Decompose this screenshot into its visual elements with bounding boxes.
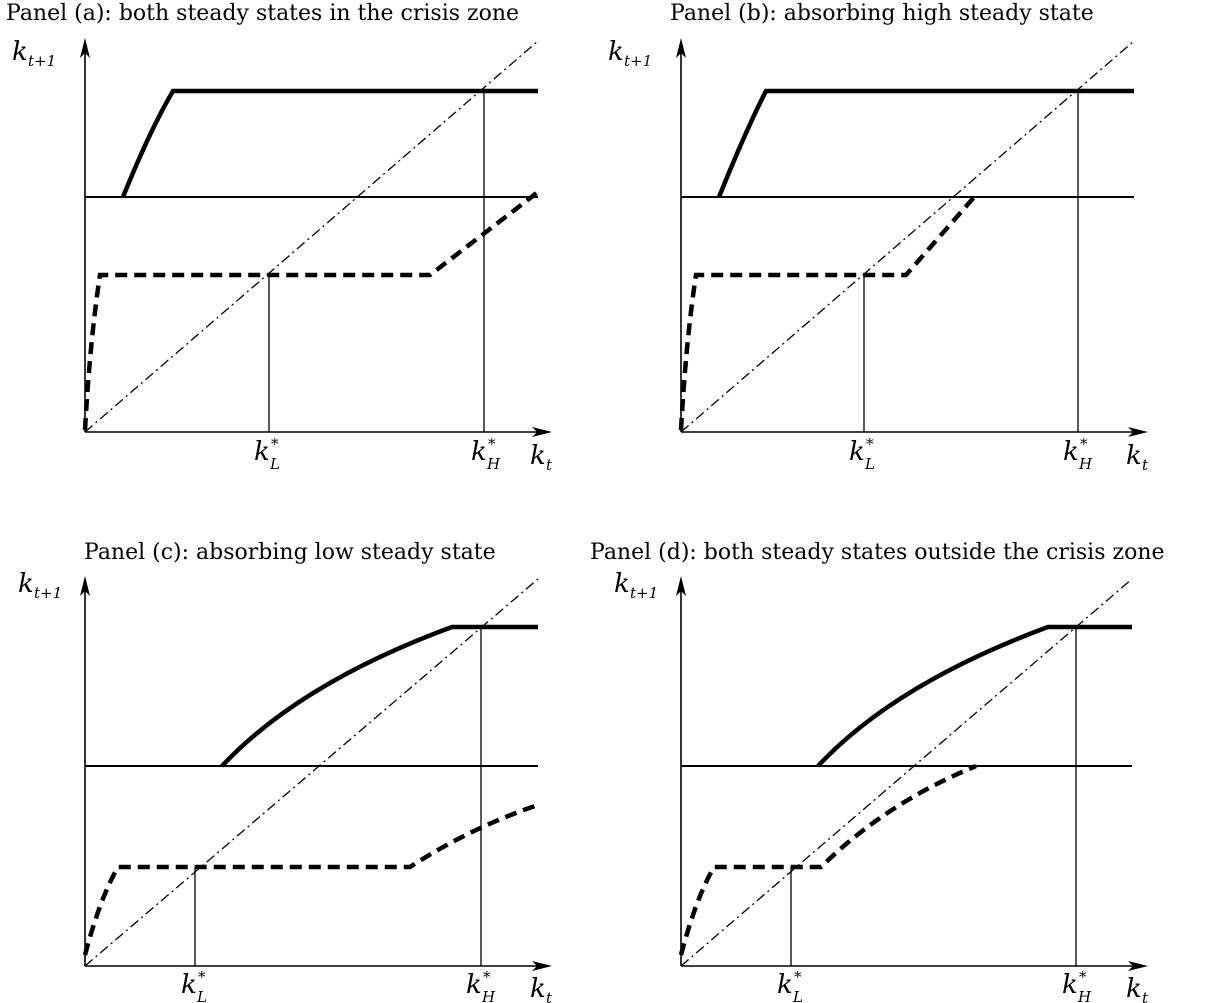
panel-c-title: Panel (c): absorbing low steady state — [84, 540, 496, 565]
panel-b-x-axis-label: k t — [1126, 441, 1149, 474]
svg-text:L: L — [792, 988, 803, 1003]
panel-a-45-degree-line — [84, 40, 539, 433]
svg-text:k: k — [530, 974, 546, 1003]
svg-text:H: H — [1078, 455, 1093, 473]
panel-a-low-branch-curve — [82, 190, 540, 431]
panel-d: Panel (d): both steady states outside th… — [590, 533, 1196, 1003]
panel-b-k-low-label: k * L — [849, 435, 875, 473]
svg-text:L: L — [864, 455, 875, 473]
panel-b-45-degree-line — [680, 40, 1135, 433]
panel-a-k-high-label: k * H — [471, 435, 501, 473]
svg-text:t+1: t+1 — [624, 52, 652, 70]
panel-d-y-axis-label: k t+1 — [614, 569, 658, 602]
svg-text:k: k — [614, 569, 630, 599]
panel-c-x-axis-label: k t — [530, 974, 553, 1003]
svg-text:k: k — [530, 441, 546, 471]
panel-b-k-high-label: k * H — [1063, 435, 1093, 473]
svg-text:k: k — [608, 37, 624, 67]
panel-d-x-axis — [681, 961, 1148, 971]
panel-c-k-high-label: k * H — [466, 968, 496, 1003]
svg-text:k: k — [1126, 441, 1142, 471]
panel-c-k-low-label: k * L — [181, 968, 207, 1003]
panel-c-high-branch-curve — [220, 624, 538, 768]
panel-c-plot: k t+1 k t k * L k * H — [18, 569, 553, 1003]
svg-text:*: * — [794, 968, 802, 986]
panel-d-k-low-label: k * L — [777, 968, 803, 1003]
panel-c-y-axis — [80, 576, 90, 966]
svg-text:k: k — [18, 569, 34, 599]
panel-c-low-branch-curve — [82, 802, 539, 956]
svg-text:t+1: t+1 — [630, 584, 658, 602]
svg-text:*: * — [1080, 435, 1088, 453]
svg-text:*: * — [488, 435, 496, 453]
panel-b-title: Panel (b): absorbing high steady state — [670, 1, 1094, 26]
panel-c-y-axis-label: k t+1 — [18, 569, 62, 602]
panel-b-y-axis — [676, 38, 686, 432]
panel-a: Panel (a): both steady states in the cri… — [0, 0, 600, 474]
panel-a-x-axis-label: k t — [530, 441, 553, 474]
panel-a-title: Panel (a): both steady states in the cri… — [6, 1, 520, 26]
panel-a-high-branch-curve — [120, 88, 538, 198]
svg-text:*: * — [1079, 968, 1087, 986]
panel-d-x-axis-label: k t — [1126, 974, 1149, 1003]
svg-text:H: H — [486, 455, 501, 473]
svg-text:t: t — [1142, 456, 1149, 474]
panel-b-plot: k t+1 k t k * L k * H — [608, 37, 1149, 474]
svg-text:t: t — [546, 456, 553, 474]
panel-a-k-low-label: k * L — [254, 435, 280, 473]
panel-d-title: Panel (d): both steady states outside th… — [590, 540, 1165, 565]
panel-a-plot: k t+1 k t k * L k * H — [12, 37, 553, 474]
svg-text:k: k — [777, 970, 793, 1000]
panel-c-x-axis — [85, 961, 552, 971]
svg-text:k: k — [12, 37, 28, 67]
svg-text:*: * — [483, 968, 491, 986]
svg-text:k: k — [254, 437, 270, 467]
svg-text:*: * — [866, 435, 874, 453]
svg-text:k: k — [1062, 970, 1078, 1000]
panel-b: Panel (b): absorbing high steady state k… — [596, 0, 1196, 474]
svg-text:k: k — [466, 970, 482, 1000]
svg-text:t: t — [1142, 989, 1149, 1003]
svg-text:L: L — [196, 988, 207, 1003]
svg-text:L: L — [269, 455, 280, 473]
svg-text:k: k — [1063, 437, 1079, 467]
panel-d-high-branch-curve — [816, 624, 1132, 768]
panel-b-low-branch-curve — [678, 193, 978, 431]
panel-d-plot: k t+1 k t k * L k * H — [614, 569, 1149, 1003]
svg-text:k: k — [181, 970, 197, 1000]
svg-text:*: * — [198, 968, 206, 986]
svg-text:H: H — [1077, 988, 1092, 1003]
panel-a-x-axis — [85, 427, 552, 437]
panel-c-45-degree-line — [84, 578, 539, 967]
panel-c: Panel (c): absorbing low steady state k … — [0, 533, 600, 1003]
svg-text:k: k — [1126, 974, 1142, 1003]
svg-text:t+1: t+1 — [34, 584, 62, 602]
panel-a-y-axis-label: k t+1 — [12, 37, 56, 70]
svg-text:k: k — [471, 437, 487, 467]
svg-text:t: t — [546, 989, 553, 1003]
svg-text:*: * — [271, 435, 279, 453]
panel-b-x-axis — [681, 427, 1148, 437]
svg-text:k: k — [849, 437, 865, 467]
panel-b-y-axis-label: k t+1 — [608, 37, 652, 70]
panel-a-y-axis — [80, 38, 90, 432]
panel-d-low-branch-curve — [678, 763, 977, 956]
panel-b-high-branch-curve — [716, 88, 1134, 198]
svg-text:t+1: t+1 — [28, 52, 56, 70]
svg-text:H: H — [481, 988, 496, 1003]
panel-d-k-high-label: k * H — [1062, 968, 1092, 1003]
panel-d-45-degree-line — [680, 578, 1133, 967]
panel-d-y-axis — [676, 576, 686, 966]
